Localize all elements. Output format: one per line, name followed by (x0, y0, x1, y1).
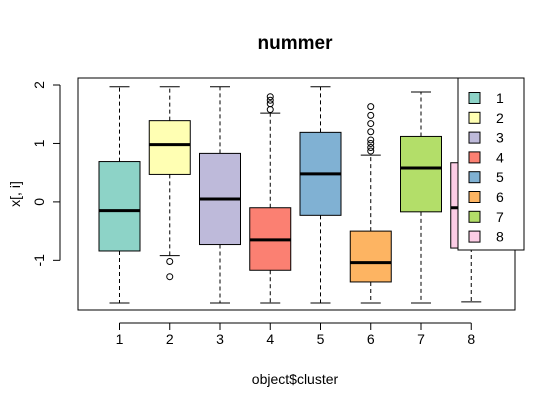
x-tick-label-7: 8 (467, 331, 475, 347)
legend-label: 1 (496, 90, 504, 106)
y-tick-label-0: -1 (31, 254, 47, 267)
legend-swatch (468, 191, 481, 203)
legend-item-1: 1 (468, 90, 504, 106)
plot-frame (77, 77, 516, 311)
legend-swatch (468, 131, 481, 144)
legend-item-5: 5 (468, 169, 504, 185)
legend-item-8: 8 (468, 229, 504, 245)
legend-item-7: 7 (468, 209, 504, 225)
outlier-point-6 (367, 111, 375, 119)
box-6 (349, 103, 392, 304)
outlier-point-0 (166, 257, 174, 265)
legend-item-6: 6 (468, 189, 504, 205)
box-7 (400, 91, 442, 304)
outlier-point-4 (367, 128, 375, 136)
y-tick-label-2: 1 (31, 139, 47, 147)
outlier-point-3 (367, 136, 375, 144)
box-3 (199, 86, 241, 304)
iqr-box (148, 120, 191, 175)
legend-swatch (468, 111, 481, 124)
legend-swatch (468, 210, 481, 223)
box-4 (249, 93, 292, 304)
x-tick-label-5: 6 (367, 331, 375, 347)
outlier-point-0 (367, 147, 375, 155)
x-tick-label-4: 5 (317, 331, 325, 347)
chart-title: nummer (258, 33, 334, 54)
iqr-box (400, 135, 442, 213)
outlier-point-7 (367, 103, 375, 111)
outlier-point-0 (266, 106, 274, 114)
y-axis-label: x[, i] (7, 181, 23, 207)
box-1 (98, 86, 141, 304)
outlier-point-5 (367, 120, 375, 128)
x-tick-label-3: 4 (266, 331, 274, 347)
box-5 (299, 86, 342, 304)
outlier-point-2 (266, 96, 274, 104)
legend-label: 4 (496, 149, 504, 165)
x-tick-label-0: 1 (116, 331, 124, 347)
legend-label: 7 (496, 209, 504, 225)
legend-item-3: 3 (468, 130, 504, 146)
legend-label: 3 (496, 130, 504, 146)
iqr-box (98, 161, 141, 252)
legend-swatch (468, 151, 481, 164)
x-tick-label-2: 3 (216, 331, 224, 347)
plot-area: -1 0 1 2 1 2 3 4 5 6 7 8 (31, 81, 493, 347)
outlier-point-1 (166, 273, 174, 281)
outlier-point-3 (266, 93, 274, 101)
x-axis-label: object$cluster (252, 371, 339, 387)
legend-swatch (468, 230, 481, 243)
outlier-point-2 (367, 139, 375, 147)
y-tick-label-3: 2 (31, 81, 47, 89)
legend-label: 6 (496, 189, 504, 205)
legend-item-2: 2 (468, 110, 504, 126)
legend-label: 5 (496, 169, 504, 185)
y-tick-label-1: 0 (31, 198, 47, 206)
box-2 (148, 86, 191, 281)
outlier-point-1 (367, 144, 375, 152)
x-tick-label-6: 7 (417, 331, 425, 347)
legend-frame (457, 77, 525, 251)
legend-swatch (468, 92, 481, 104)
legend-item-4: 4 (468, 149, 504, 165)
iqr-box (349, 230, 392, 283)
legend-label: 2 (496, 110, 504, 126)
legend-label: 8 (496, 229, 504, 245)
legend-swatch (468, 171, 481, 184)
outlier-point-1 (266, 100, 274, 108)
x-tick-label-1: 2 (166, 331, 174, 347)
legend: 1 2 3 4 5 6 7 8 (457, 77, 525, 251)
